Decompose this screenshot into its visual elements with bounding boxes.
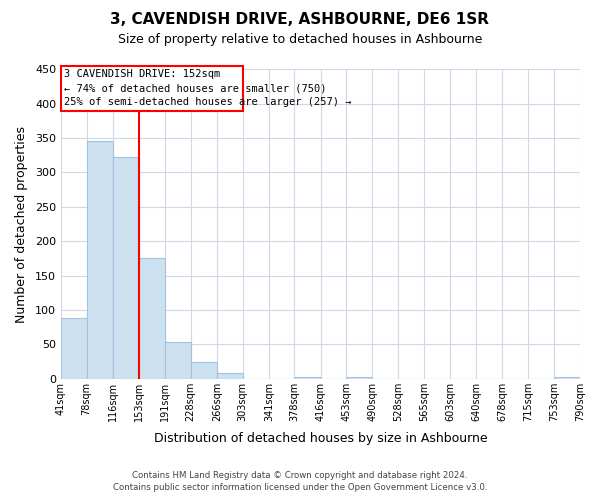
Bar [139, 258, 165, 378]
Text: Contains HM Land Registry data © Crown copyright and database right 2024.
Contai: Contains HM Land Registry data © Crown c… [113, 471, 487, 492]
Bar [217, 373, 242, 378]
Bar [86, 142, 113, 378]
Y-axis label: Number of detached properties: Number of detached properties [15, 126, 28, 322]
Bar [113, 158, 139, 378]
Bar [61, 66, 242, 110]
Bar [165, 342, 191, 378]
Text: 3, CAVENDISH DRIVE, ASHBOURNE, DE6 1SR: 3, CAVENDISH DRIVE, ASHBOURNE, DE6 1SR [110, 12, 490, 28]
Text: Size of property relative to detached houses in Ashbourne: Size of property relative to detached ho… [118, 32, 482, 46]
X-axis label: Distribution of detached houses by size in Ashbourne: Distribution of detached houses by size … [154, 432, 487, 445]
Bar [191, 362, 217, 378]
Text: 3 CAVENDISH DRIVE: 152sqm
← 74% of detached houses are smaller (750)
25% of semi: 3 CAVENDISH DRIVE: 152sqm ← 74% of detac… [64, 69, 351, 107]
Bar [295, 376, 321, 378]
Bar [61, 318, 86, 378]
